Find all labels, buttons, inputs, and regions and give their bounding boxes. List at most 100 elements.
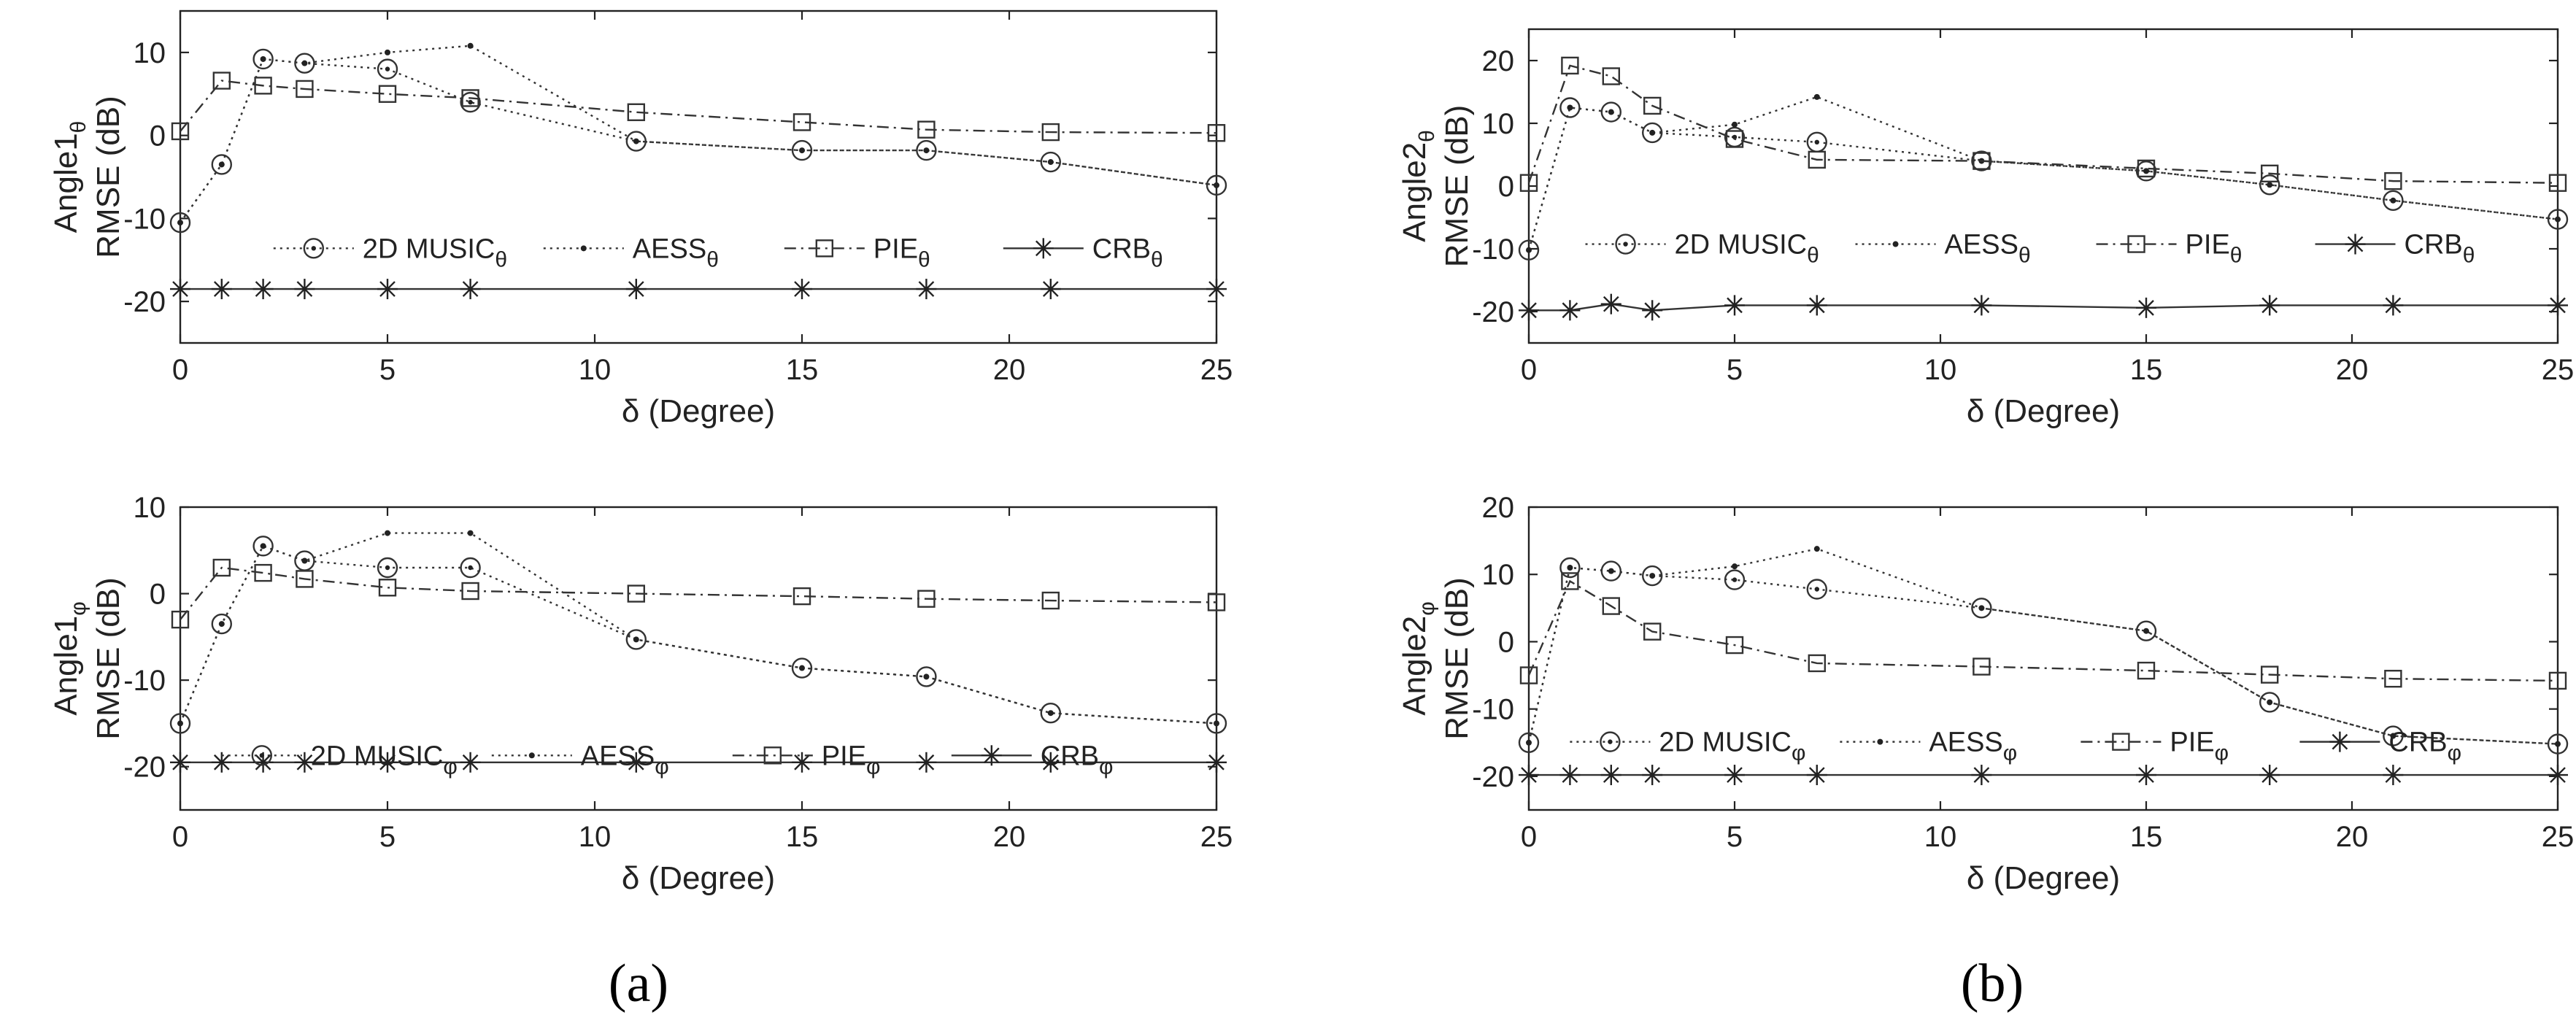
series-pie	[1519, 56, 2567, 192]
data-point	[625, 752, 647, 773]
data-point	[1642, 765, 1663, 786]
legend-item: 2D MUSICφ	[1570, 727, 1805, 765]
data-point	[1207, 124, 1226, 142]
legend-item: AESSφ	[491, 741, 669, 779]
legend-marker	[251, 745, 272, 766]
data-point	[1214, 720, 1219, 727]
data-point	[177, 220, 183, 226]
legend-label: CRBθ	[1092, 233, 1163, 271]
legend: 2D MUSICθ AESSθ PIEθ CRBθ	[1585, 230, 2475, 268]
y-axis-label: Angle2φ RMSE (dB)	[1397, 577, 1475, 739]
series-2d-music	[1518, 557, 2569, 754]
x-tick-label: 15	[786, 821, 819, 853]
x-tick-label: 20	[2336, 821, 2369, 853]
data-point	[1206, 752, 1227, 773]
legend-item: CRBθ	[1003, 233, 1163, 271]
legend-item: CRBφ	[2299, 727, 2461, 765]
data-point	[2267, 699, 2273, 706]
x-tick-label: 15	[2130, 821, 2163, 853]
data-point	[377, 58, 398, 80]
x-tick-label: 25	[1200, 821, 1233, 853]
x-tick-label: 20	[993, 821, 1026, 853]
legend-item: 2D MUSICθ	[273, 233, 507, 271]
series-line	[1527, 64, 2558, 184]
data-point	[1041, 123, 1060, 142]
data-point	[2555, 216, 2561, 223]
data-point	[1724, 569, 1746, 590]
data-point	[2383, 765, 2404, 786]
data-point	[1567, 565, 1573, 571]
series-line	[1527, 566, 2558, 745]
x-tick-label: 25	[2542, 821, 2575, 853]
legend-marker	[1615, 233, 1636, 255]
legend: 2D MUSICθ AESSθ PIEθ CRBθ	[273, 233, 1163, 271]
data-point	[212, 558, 231, 577]
x-tick-label: 5	[379, 354, 396, 386]
data-point	[2260, 665, 2279, 684]
series-pie	[1519, 572, 2567, 690]
data-point	[917, 120, 936, 139]
x-tick-label: 10	[1924, 821, 1957, 853]
data-point	[461, 89, 479, 107]
y-tick-label: 10	[1482, 108, 1515, 140]
legend-item: CRBθ	[2315, 230, 2475, 268]
legend-label: AESSφ	[1929, 727, 2017, 765]
data-point	[799, 665, 805, 671]
data-point	[211, 279, 232, 300]
data-point	[254, 563, 272, 582]
x-tick-label: 0	[1521, 821, 1537, 853]
legend-label: AESSφ	[581, 741, 669, 779]
y-tick-label: 0	[1498, 171, 1514, 203]
data-point	[294, 279, 315, 300]
data-point	[793, 113, 811, 131]
y-axis-label: Angle2θ RMSE (dB)	[1397, 105, 1475, 267]
data-point	[792, 279, 812, 300]
series-2d-music	[169, 536, 1227, 734]
data-point	[633, 138, 639, 144]
data-point	[294, 752, 315, 773]
x-tick-label: 0	[172, 821, 188, 853]
data-point	[1207, 593, 1226, 611]
legend-item: CRBφ	[951, 741, 1113, 779]
legend-label: PIEφ	[2170, 727, 2229, 765]
data-point	[2267, 182, 2273, 188]
y-tick-label: 10	[1482, 559, 1515, 591]
legend-label: AESSθ	[633, 233, 719, 271]
chart-a-top: 0 5 10 15 20 25 -20 -10 0 10 δ (Degree) Angle1θ RMSE…	[48, 9, 1233, 429]
x-tick-label: 5	[1727, 354, 1743, 386]
legend: 2D MUSICφ AESSφ PIEφ CRBφ	[221, 741, 1113, 779]
x-axis-label: δ (Degree)	[622, 860, 775, 896]
plot-frame	[179, 9, 1218, 344]
data-point	[2260, 164, 2279, 183]
data-point	[218, 621, 225, 628]
data-point	[627, 584, 645, 603]
legend-marker	[2345, 233, 2366, 255]
data-point	[2136, 297, 2156, 318]
data-point	[2548, 671, 2567, 690]
y-tick-label: -20	[123, 752, 166, 784]
data-point	[1806, 295, 1827, 316]
y-tick-label: -20	[1472, 761, 1514, 793]
data-point	[917, 590, 936, 608]
data-point	[1600, 765, 1621, 786]
data-point	[2548, 765, 2568, 786]
data-point	[1608, 568, 1614, 574]
legend: 2D MUSICφ AESSφ PIEφ CRBφ	[1570, 727, 2461, 765]
data-point	[799, 147, 805, 154]
data-point	[916, 279, 937, 300]
x-tick-label: 15	[2130, 354, 2163, 386]
data-point	[916, 752, 937, 773]
data-point	[1526, 739, 1532, 746]
data-point	[377, 752, 398, 773]
y-tick-label: 10	[134, 492, 166, 524]
y-tick-label: -20	[1472, 296, 1514, 328]
x-tick-label: 10	[1924, 354, 1957, 386]
data-point	[2548, 295, 2568, 316]
x-tick-label: 10	[579, 354, 612, 386]
data-point	[1643, 96, 1662, 115]
y-axis-label-line2: RMSE (dB)	[90, 577, 126, 739]
data-point	[2384, 171, 2402, 190]
y-tick-label: -10	[123, 203, 166, 235]
y-axis-label-line2: RMSE (dB)	[1439, 105, 1475, 267]
